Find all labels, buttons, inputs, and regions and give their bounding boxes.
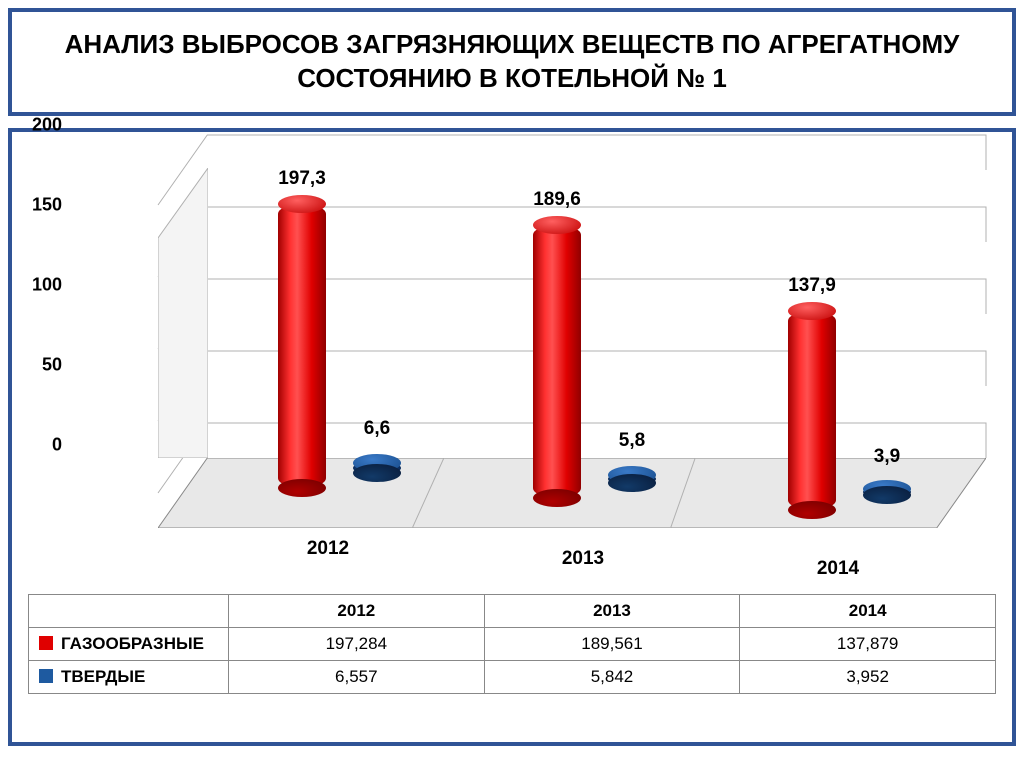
x-label: 2013 [562,548,604,570]
page-title: АНАЛИЗ ВЫБРОСОВ ЗАГРЯЗНЯЮЩИХ ВЕЩЕСТВ ПО … [32,28,992,96]
chart-wall [158,168,208,458]
series-name: ГАЗООБРАЗНЫЕ [61,634,204,653]
y-tick: 150 [32,194,62,215]
y-axis: 0 50 100 150 200 [12,146,72,466]
bar-label: 3,9 [874,446,900,468]
legend-swatch-blue [39,669,53,683]
y-tick: 0 [52,434,62,455]
bar-label: 197,3 [278,168,326,190]
y-tick: 50 [42,354,62,375]
y-tick: 100 [32,274,62,295]
bar-gaseous-2014 [788,311,836,510]
bar-solid-2013 [608,475,656,483]
table-header-row: 2012 2013 2014 [29,594,996,627]
series-name-cell: ГАЗООБРАЗНЫЕ [29,627,229,660]
table-cell: 5,842 [484,660,740,693]
table-cell: 137,879 [740,627,996,660]
x-label: 2012 [307,538,349,560]
table-col-header: 2013 [484,594,740,627]
table-cell: 3,952 [740,660,996,693]
table-corner [29,594,229,627]
bar-label: 137,9 [788,275,836,297]
bar-label: 6,6 [364,418,390,440]
table-col-header: 2014 [740,594,996,627]
legend-swatch-red [39,636,53,650]
series-name: ТВЕРДЫЕ [61,667,145,686]
bar-gaseous-2013 [533,225,581,498]
table-cell: 189,561 [484,627,740,660]
x-label: 2014 [817,558,859,580]
series-name-cell: ТВЕРДЫЕ [29,660,229,693]
chart-area: 197,3 6,6 189,6 5,8 137,9 3,9 [88,154,996,574]
table-cell: 197,284 [229,627,485,660]
plot-3d: 197,3 6,6 189,6 5,8 137,9 3,9 [158,168,986,528]
table-cell: 6,557 [229,660,485,693]
bar-label: 189,6 [533,189,581,211]
title-container: АНАЛИЗ ВЫБРОСОВ ЗАГРЯЗНЯЮЩИХ ВЕЩЕСТВ ПО … [8,8,1016,116]
chart-container: 0 50 100 150 200 [8,128,1016,746]
bar-solid-2014 [863,489,911,495]
bar-label: 5,8 [619,430,645,452]
table-row: ТВЕРДЫЕ 6,557 5,842 3,952 [29,660,996,693]
table-row: ГАЗООБРАЗНЫЕ 197,284 189,561 137,879 [29,627,996,660]
y-tick: 200 [32,114,62,135]
table-col-header: 2012 [229,594,485,627]
bar-gaseous-2012 [278,204,326,488]
bar-solid-2012 [353,463,401,473]
data-table: 2012 2013 2014 ГАЗООБРАЗНЫЕ 197,284 189,… [28,594,996,694]
